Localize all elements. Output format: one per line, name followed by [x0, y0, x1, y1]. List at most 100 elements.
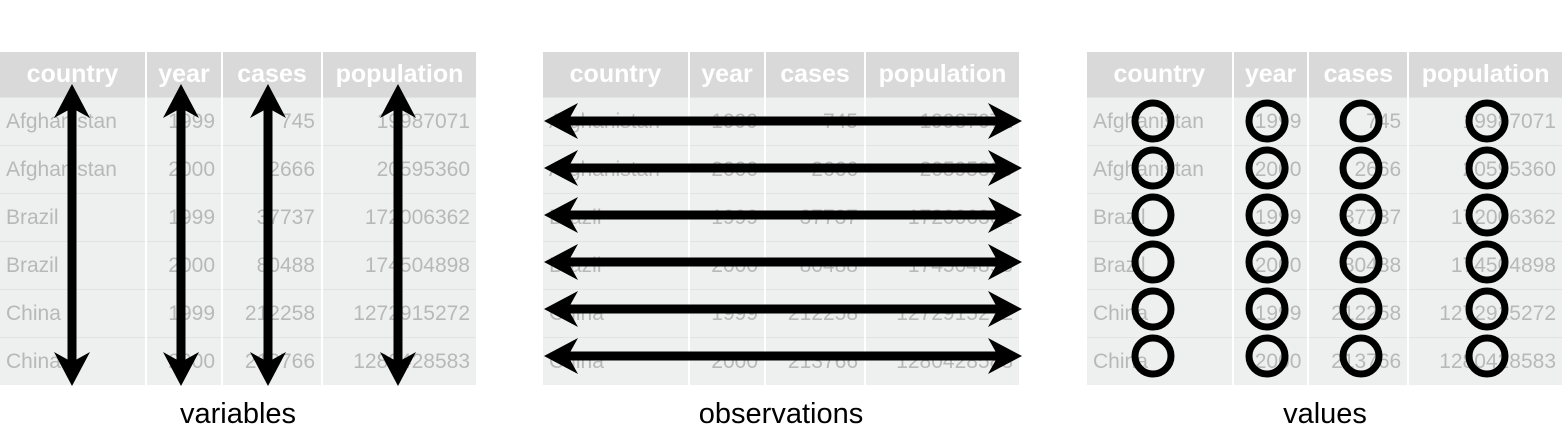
cell-year: 1999 — [1232, 193, 1310, 242]
cell-year: 1999 — [689, 289, 766, 338]
cell-country: Afghanistan — [0, 145, 147, 194]
cell-population: 1280428583 — [1408, 337, 1562, 385]
cell-population: 174504898 — [322, 241, 476, 290]
cell-population: 174504898 — [1408, 241, 1562, 290]
cell-cases: 80488 — [1308, 241, 1410, 290]
column-header-population: population — [322, 52, 476, 98]
cell-cases: 212258 — [765, 289, 866, 338]
cell-country: Afghanistan — [1087, 145, 1234, 194]
cell-year: 2000 — [146, 241, 223, 290]
cell-population: 1272915272 — [322, 289, 476, 338]
column-header-cases: cases — [1308, 52, 1410, 98]
cell-country: Afghanistan — [0, 97, 147, 146]
cell-cases: 745 — [765, 97, 866, 146]
column-header-country: country — [0, 52, 147, 98]
cell-cases: 213766 — [1308, 337, 1410, 385]
cell-cases: 745 — [1308, 97, 1410, 146]
cell-year: 1999 — [146, 193, 223, 242]
cell-cases: 2666 — [222, 145, 323, 194]
cell-country: China — [1087, 337, 1234, 385]
column-header-population: population — [1408, 52, 1562, 98]
cell-year: 1999 — [689, 193, 766, 242]
cell-cases: 213766 — [765, 337, 866, 385]
cell-population: 20595360 — [322, 145, 476, 194]
cell-country: Afghanistan — [543, 145, 690, 194]
cell-country: Brazil — [1087, 193, 1234, 242]
table-row: China 1999 212258 1272915272 — [543, 289, 1019, 338]
cell-cases: 745 — [222, 97, 323, 146]
cell-population: 20595360 — [1408, 145, 1562, 194]
data-table: country year cases population Afghanistan 19… — [1087, 52, 1562, 385]
cell-year: 2000 — [1232, 241, 1310, 290]
table-row: Brazil 2000 80488 174504898 — [0, 241, 476, 290]
cell-population: 172006362 — [322, 193, 476, 242]
panel-caption: observations — [698, 398, 864, 430]
cell-cases: 80488 — [765, 241, 866, 290]
variables-panel: country year cases population Afghanistan 19… — [0, 52, 476, 385]
cell-year: 1999 — [1232, 289, 1310, 338]
cell-year: 2000 — [689, 241, 766, 290]
cell-year: 2000 — [1232, 337, 1310, 385]
table-row: China 1999 212258 1272915272 — [0, 289, 476, 338]
values-panel: country year cases population Afghanistan 19… — [1087, 52, 1562, 385]
cell-year: 2000 — [146, 337, 223, 385]
cell-population: 1280428583 — [322, 337, 476, 385]
column-header-population: population — [865, 52, 1019, 98]
cell-country: Brazil — [0, 241, 147, 290]
cell-cases: 2666 — [765, 145, 866, 194]
table-row: Afghanistan 1999 745 19987071 — [543, 97, 1019, 146]
panel-caption: variables — [179, 398, 297, 430]
cell-year: 2000 — [689, 145, 766, 194]
cell-cases: 37737 — [222, 193, 323, 242]
table-row: Brazil 1999 37737 172006362 — [543, 193, 1019, 242]
cell-cases: 37737 — [765, 193, 866, 242]
cell-population: 19987071 — [865, 97, 1019, 146]
header-row: country year cases population — [0, 52, 476, 98]
cell-cases: 37737 — [1308, 193, 1410, 242]
cell-population: 20595360 — [865, 145, 1019, 194]
table-row: Afghanistan 2000 2666 20595360 — [0, 145, 476, 194]
cell-cases: 2666 — [1308, 145, 1410, 194]
table-row: China 2000 213766 1280428583 — [0, 337, 476, 385]
table-row: Afghanistan 1999 745 19987071 — [1087, 97, 1562, 146]
column-header-cases: cases — [765, 52, 866, 98]
cell-country: China — [543, 289, 690, 338]
cell-population: 1272915272 — [865, 289, 1019, 338]
cell-country: Brazil — [543, 241, 690, 290]
cell-cases: 212258 — [1308, 289, 1410, 338]
cell-cases: 213766 — [222, 337, 323, 385]
table-row: Brazil 1999 37737 172006362 — [1087, 193, 1562, 242]
header-row: country year cases population — [1087, 52, 1562, 98]
cell-population: 1272915272 — [1408, 289, 1562, 338]
cell-population: 19987071 — [1408, 97, 1562, 146]
table-row: Brazil 1999 37737 172006362 — [0, 193, 476, 242]
cell-population: 172006362 — [865, 193, 1019, 242]
column-header-cases: cases — [222, 52, 323, 98]
table-row: China 2000 213766 1280428583 — [1087, 337, 1562, 385]
table-row: Afghanistan 2000 2666 20595360 — [1087, 145, 1562, 194]
cell-cases: 80488 — [222, 241, 323, 290]
data-table: country year cases population Afghanistan 19… — [0, 52, 476, 385]
column-header-year: year — [1232, 52, 1310, 98]
cell-country: China — [0, 337, 147, 385]
column-header-year: year — [146, 52, 223, 98]
cell-year: 1999 — [1232, 97, 1310, 146]
table-row: China 1999 212258 1272915272 — [1087, 289, 1562, 338]
table-row: Brazil 2000 80488 174504898 — [1087, 241, 1562, 290]
cell-cases: 212258 — [222, 289, 323, 338]
header-row: country year cases population — [543, 52, 1019, 98]
cell-country: China — [1087, 289, 1234, 338]
table-row: Afghanistan 1999 745 19987071 — [0, 97, 476, 146]
cell-year: 1999 — [689, 97, 766, 146]
panel-caption: values — [1283, 398, 1367, 430]
cell-country: Brazil — [1087, 241, 1234, 290]
cell-year: 1999 — [146, 289, 223, 338]
column-header-year: year — [689, 52, 766, 98]
cell-country: China — [543, 337, 690, 385]
cell-country: Afghanistan — [543, 97, 690, 146]
column-header-country: country — [543, 52, 690, 98]
cell-country: Brazil — [0, 193, 147, 242]
cell-year: 2000 — [146, 145, 223, 194]
cell-population: 19987071 — [322, 97, 476, 146]
cell-country: China — [0, 289, 147, 338]
